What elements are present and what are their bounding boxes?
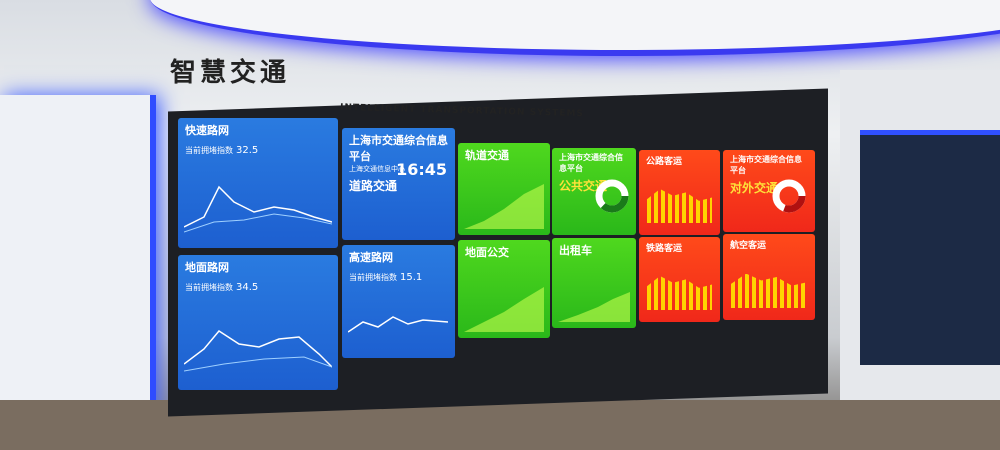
panel-title: 航空客运 [730,241,767,251]
area-chart-decor [558,292,630,322]
floor [0,400,1000,450]
area-chart-decor [464,184,544,229]
panel-title: 公路客运 [646,157,683,167]
panel: 轨道交通 [458,143,550,235]
panel-title: 上海市交通综合信息平台 [730,155,802,175]
panel: 快速路网 当前拥堵指数 32.5 [178,118,338,248]
right-screen [860,130,1000,365]
area-chart-decor [464,287,544,332]
panel-subtitle: 上海交通信息中心 [349,165,405,173]
panel-value: 15.1 [400,272,423,283]
panel: 航空客运 [723,234,815,320]
panel-heading: 公共交通 [559,179,608,193]
panel-value: 34.5 [236,282,259,293]
panel-heading: 对外交通 [730,181,779,195]
line-chart-decor [348,316,448,333]
line-chart-decor [184,330,332,372]
panel: 地面公交 [458,240,550,338]
panel-value: 32.5 [236,145,259,156]
bar-chart-decor [731,273,807,308]
panel-title: 上海市交通综合信息平台 [349,134,448,163]
panel-title: 快速路网 [185,124,229,137]
clock: 16:45 [396,160,447,179]
panel-label: 当前拥堵指数 [185,283,233,292]
panel-title: 轨道交通 [465,149,509,162]
bar-chart-decor [647,276,712,310]
panel: 上海市交通综合信息平台 公共交通 [552,148,636,235]
wall-title: 智慧交通 [170,58,291,88]
panel-title: 地面路网 [185,261,229,274]
panel-title: 高速路网 [349,251,393,264]
panel-label: 当前拥堵指数 [185,146,233,155]
donut-decor [595,179,629,213]
panel-title: 铁路客运 [646,244,683,254]
panel: 公路客运 [639,150,720,235]
ceiling [150,0,1000,56]
panel-label: 当前拥堵指数 [349,273,397,282]
panel: 地面路网 当前拥堵指数 34.5 [178,255,338,390]
donut-decor [772,179,806,213]
panel: 出租车 [552,238,636,328]
line-chart-decor [184,185,332,233]
panel-title: 上海市交通综合信息平台 [559,153,623,173]
panel-heading: 道路交通 [349,179,398,193]
panel: 上海市交通综合信息平台 对外交通 [723,150,815,232]
panel-title: 出租车 [559,244,592,257]
panel: 铁路客运 [639,237,720,322]
panel: 上海市交通综合信息平台 上海交通信息中心 道路交通 16:45 [342,128,455,240]
left-wall [0,95,156,415]
panel-title: 地面公交 [465,246,509,259]
panel: 高速路网 当前拥堵指数 15.1 [342,245,455,358]
bar-chart-decor [647,189,712,223]
